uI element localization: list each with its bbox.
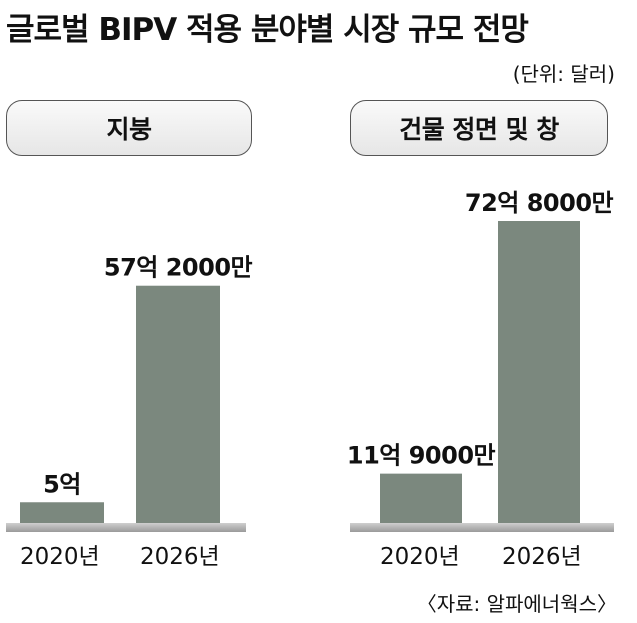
facade-panel-title: 건물 정면 및 창 bbox=[350, 100, 608, 156]
roof-bar-0 bbox=[20, 502, 104, 523]
facade-plot: 11억 9000만 72억 8000만 bbox=[342, 100, 632, 600]
facade-data-label-0: 11억 9000만 bbox=[347, 442, 496, 470]
roof-bars-svg: 5억 57억 2000만 bbox=[20, 254, 253, 523]
roof-data-label-1: 57억 2000만 bbox=[104, 254, 253, 282]
roof-data-label-0: 5억 bbox=[43, 470, 81, 498]
roof-category-2026: 2026년 bbox=[140, 544, 220, 570]
roof-baseline bbox=[6, 523, 246, 532]
source-note: 〈자료: 알파에너웍스〉 bbox=[416, 592, 617, 616]
facade-panel: 건물 정면 및 창 11억 9000만 72억 8000만 2020년 2026년 bbox=[342, 100, 632, 600]
facade-category-2020: 2020년 bbox=[380, 544, 460, 570]
roof-panel: 지붕 5억 57억 2000만 2020년 2026년 bbox=[6, 100, 296, 600]
facade-data-label-1: 72억 8000만 bbox=[465, 189, 614, 217]
facade-baseline bbox=[350, 523, 614, 532]
facade-category-2026: 2026년 bbox=[502, 544, 582, 570]
roof-panel-title: 지붕 bbox=[6, 100, 252, 156]
facade-bars-svg: 11억 9000만 72억 8000만 bbox=[347, 189, 614, 523]
facade-bar-0 bbox=[380, 473, 462, 523]
roof-category-2020: 2020년 bbox=[20, 544, 100, 570]
roof-bar-1 bbox=[136, 285, 220, 523]
roof-plot: 5억 57억 2000만 bbox=[6, 100, 296, 600]
facade-bar-1 bbox=[498, 221, 580, 523]
unit-label: (단위: 달러) bbox=[512, 62, 615, 86]
chart-title: 글로벌 BIPV 적용 분야별 시장 규모 전망 bbox=[6, 12, 529, 48]
